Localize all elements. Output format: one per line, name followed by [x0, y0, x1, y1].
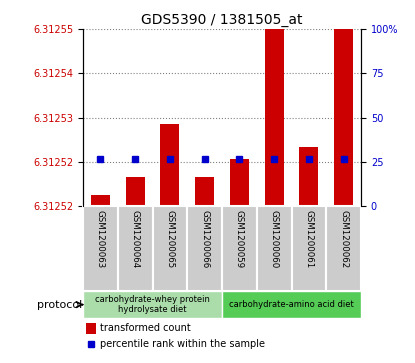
Text: transformed count: transformed count [100, 323, 190, 333]
Bar [83, 207, 118, 291]
Text: GSM1200065: GSM1200065 [166, 210, 174, 268]
Bar [326, 207, 361, 291]
Text: carbohydrate-whey protein
hydrolysate diet: carbohydrate-whey protein hydrolysate di… [95, 295, 210, 314]
Bar [230, 159, 249, 207]
Text: GSM1200060: GSM1200060 [270, 210, 278, 268]
Text: GSM1200063: GSM1200063 [96, 210, 105, 268]
Bar [195, 177, 214, 207]
Text: GSM1200059: GSM1200059 [235, 210, 244, 268]
Bar [153, 207, 187, 291]
Bar [334, 17, 353, 207]
Bar [83, 291, 222, 318]
Bar [222, 291, 361, 318]
Bar [257, 207, 291, 291]
Bar [160, 124, 179, 207]
Text: protocol: protocol [37, 299, 82, 310]
Bar [291, 207, 326, 291]
Bar [126, 177, 145, 207]
Text: carbohydrate-amino acid diet: carbohydrate-amino acid diet [229, 300, 354, 309]
Text: GSM1200062: GSM1200062 [339, 210, 348, 268]
Bar [222, 207, 257, 291]
Bar [187, 207, 222, 291]
Bar [299, 147, 318, 207]
Bar [118, 207, 153, 291]
Bar [91, 195, 110, 207]
Bar [86, 323, 95, 334]
Text: GSM1200064: GSM1200064 [131, 210, 139, 268]
Text: GSM1200061: GSM1200061 [305, 210, 313, 268]
Text: percentile rank within the sample: percentile rank within the sample [100, 339, 265, 349]
Bar [265, 11, 284, 207]
Text: GSM1200066: GSM1200066 [200, 210, 209, 268]
Title: GDS5390 / 1381505_at: GDS5390 / 1381505_at [141, 13, 303, 26]
